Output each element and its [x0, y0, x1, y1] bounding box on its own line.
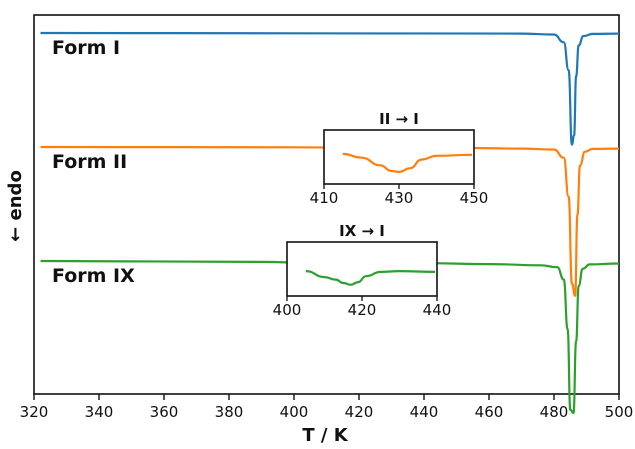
inset-frame-form-ii	[323, 129, 475, 185]
inset-1-curve	[305, 269, 436, 286]
inset-0-curve	[342, 152, 473, 174]
inset-1-tick-label-2: 440	[423, 301, 452, 319]
inset-title-form-ix: IX → I	[339, 222, 385, 240]
x-tick-label-480: 480	[540, 403, 569, 421]
x-tick-label-340: 340	[85, 403, 114, 421]
x-tick-label-320: 320	[20, 403, 49, 421]
plot-frame	[33, 14, 620, 395]
inset-0-tick-label-1: 430	[385, 189, 414, 207]
inset-form-ii-ticks	[323, 184, 475, 189]
inset-form-ix-transition: IX → I 400 420 440	[273, 222, 452, 319]
x-tick-label-500: 500	[605, 403, 634, 421]
inset-form-ii-transition: II → I 410 430 450	[310, 110, 489, 207]
x-tick-label-420: 420	[345, 403, 374, 421]
series-label-form-ix: Form IX	[52, 265, 135, 287]
inset-title-form-ii: II → I	[379, 110, 419, 128]
x-axis-tick-labels: 320 340 360 380 400 420 440 460 480 500	[20, 403, 634, 421]
x-axis-ticks	[33, 394, 620, 400]
x-tick-label-380: 380	[215, 403, 244, 421]
y-axis-title: ← endo	[5, 170, 26, 242]
series-label-form-ii: Form II	[52, 151, 127, 173]
inset-form-ix-ticks	[286, 296, 438, 301]
inset-frame-form-ix	[286, 241, 438, 297]
x-tick-label-400: 400	[280, 403, 309, 421]
inset-0-tick-label-0: 410	[310, 189, 339, 207]
x-axis-title: T / K	[302, 425, 348, 446]
series-line-1	[40, 31, 620, 146]
series-layer	[40, 31, 620, 414]
x-tick-label-460: 460	[475, 403, 504, 421]
series-label-form-i: Form I	[52, 37, 120, 59]
inset-0-tick-label-2: 450	[460, 189, 489, 207]
x-tick-label-360: 360	[150, 403, 179, 421]
inset-1-tick-label-1: 420	[348, 301, 377, 319]
inset-1-tick-label-0: 400	[273, 301, 302, 319]
x-tick-label-440: 440	[410, 403, 439, 421]
